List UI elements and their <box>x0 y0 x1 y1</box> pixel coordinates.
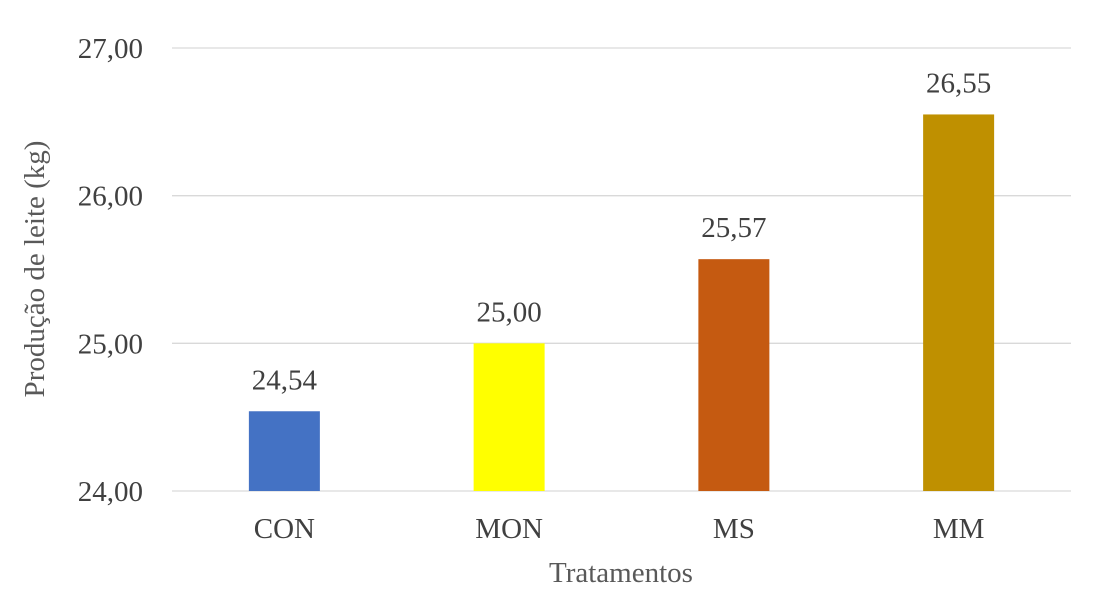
gridlines <box>172 47 1071 492</box>
x-tick-label: MM <box>933 513 985 545</box>
x-axis-ticks: CON MON MS MM <box>254 513 985 545</box>
bars <box>248 114 995 491</box>
data-label: 24,54 <box>252 364 318 396</box>
bar <box>473 343 545 491</box>
x-tick-label: MS <box>713 513 755 545</box>
y-tick-label: 25,00 <box>78 328 143 360</box>
bar <box>923 114 995 491</box>
x-tick-label: CON <box>254 513 315 545</box>
data-label: 26,55 <box>926 67 991 99</box>
y-tick-label: 24,00 <box>78 476 143 508</box>
y-tick-label: 26,00 <box>78 181 143 213</box>
data-label: 25,00 <box>477 296 542 328</box>
bar <box>698 259 770 491</box>
x-tick-label: MON <box>475 513 543 545</box>
data-labels: 24,54 25,00 25,57 26,55 <box>252 67 992 396</box>
data-label: 25,57 <box>701 212 766 244</box>
x-axis-title: Tratamentos <box>549 557 693 589</box>
y-axis-title: Produção de leite (kg) <box>19 141 51 398</box>
bar <box>248 411 320 491</box>
y-axis-ticks: 24,00 25,00 26,00 27,00 <box>78 33 143 508</box>
y-tick-label: 27,00 <box>78 33 143 65</box>
